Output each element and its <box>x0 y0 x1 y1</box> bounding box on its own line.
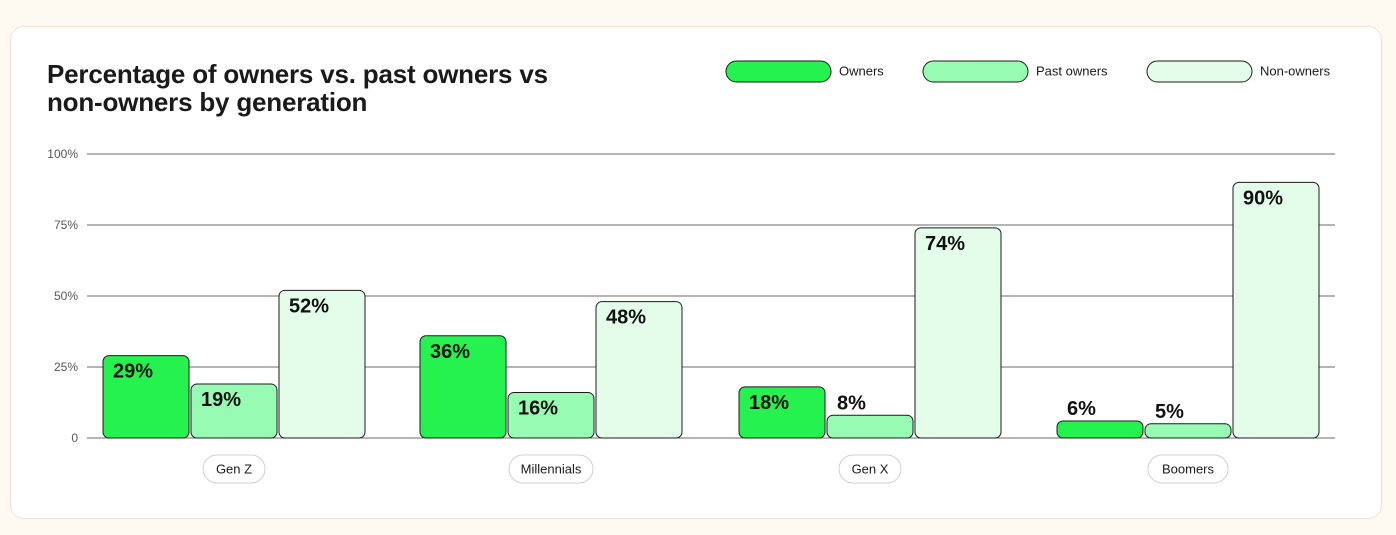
data-label: 52% <box>289 295 329 317</box>
legend-label: Past owners <box>1036 63 1108 78</box>
bar-owners-millennials <box>419 335 507 439</box>
bar-non-owners-gen-x <box>914 227 1002 439</box>
data-label: 18% <box>749 392 789 414</box>
bar-past-owners-gen-x <box>826 414 914 439</box>
category-pill-gen-x <box>838 454 902 484</box>
y-tick-label-3: 75% <box>54 218 78 232</box>
data-label: 48% <box>606 307 646 329</box>
data-label: 8% <box>837 392 866 414</box>
category-pill-gen-z <box>202 454 266 484</box>
category-pill-millennials <box>508 454 594 484</box>
data-label: 74% <box>925 233 965 255</box>
data-label: 29% <box>113 361 153 383</box>
chart-title-line-2: non-owners by generation <box>47 87 368 117</box>
category-label: Gen Z <box>216 461 252 476</box>
y-tick-label-1: 25% <box>54 360 78 374</box>
y-tick-label-0: 0 <box>71 431 78 445</box>
legend-label: Non-owners <box>1260 63 1331 78</box>
category-label: Gen X <box>852 461 889 476</box>
data-label: 16% <box>518 398 558 420</box>
chart-title: Percentage of owners vs. past owners vs … <box>47 60 647 116</box>
data-label: 19% <box>201 389 241 411</box>
bar-non-owners-millennials <box>595 301 683 439</box>
data-label: 36% <box>430 341 470 363</box>
legend-swatch-owners <box>725 60 832 83</box>
y-tick-label-2: 50% <box>54 289 78 303</box>
data-label: 6% <box>1067 398 1096 420</box>
bar-owners-gen-x <box>738 386 826 439</box>
category-label: Millennials <box>521 461 582 476</box>
category-pill-boomers <box>1147 454 1229 484</box>
category-label: Boomers <box>1162 461 1215 476</box>
legend-swatch-non-owners <box>1146 60 1253 83</box>
legend-label: Owners <box>839 63 884 78</box>
legend-swatch-past-owners <box>922 60 1029 83</box>
bar-past-owners-millennials <box>507 392 595 439</box>
bar-non-owners-boomers <box>1232 181 1320 439</box>
bar-past-owners-boomers <box>1144 423 1232 439</box>
data-label: 90% <box>1243 187 1283 209</box>
chart-title-line-1: Percentage of owners vs. past owners vs <box>47 59 548 89</box>
bar-owners-gen-z <box>102 355 190 439</box>
bar-past-owners-gen-z <box>190 383 278 439</box>
bar-owners-boomers <box>1056 420 1144 439</box>
y-tick-label-4: 100% <box>47 147 78 161</box>
bar-non-owners-gen-z <box>278 289 366 439</box>
data-label: 5% <box>1155 401 1184 423</box>
